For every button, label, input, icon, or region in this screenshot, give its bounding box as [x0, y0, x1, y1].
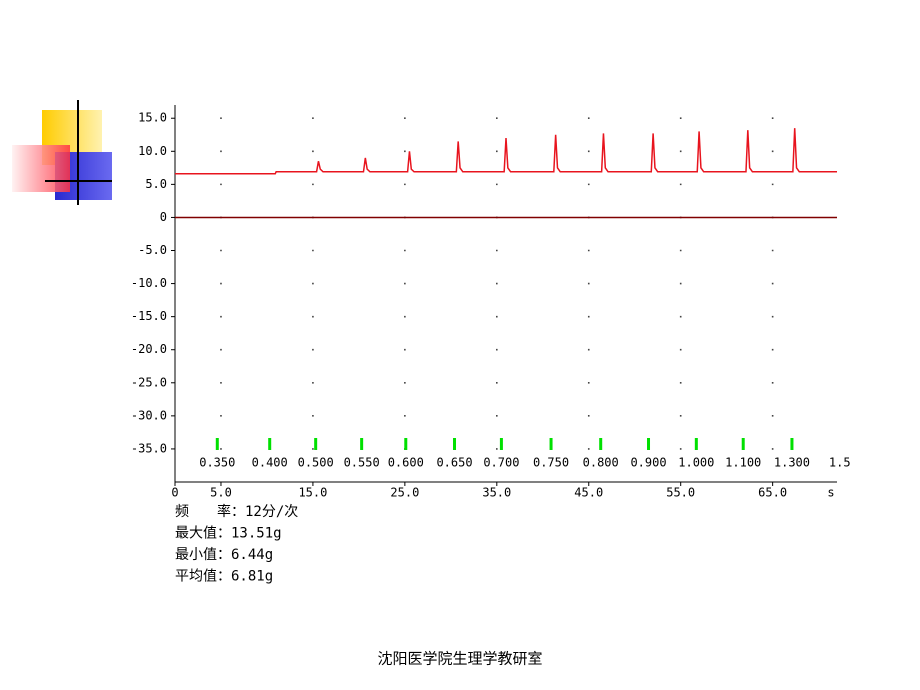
y-tick-label: -35.0 — [131, 441, 167, 455]
event-label: 0.500 — [298, 456, 334, 470]
x-tick-label: 35.0 — [482, 486, 511, 500]
event-marker — [694, 438, 698, 450]
event-label: 1.300 — [774, 456, 810, 470]
grid-line — [496, 117, 498, 450]
event-label: 0.600 — [388, 456, 424, 470]
event-label: 0.800 — [583, 456, 619, 470]
footer: 沈阳医学院生理学教研室 — [377, 649, 542, 667]
event-marker — [599, 438, 603, 450]
x-tick-label: 65.0 — [758, 486, 787, 500]
event-label: 0.550 — [344, 456, 380, 470]
event-marker — [741, 438, 745, 450]
event-marker — [549, 438, 553, 450]
x-tick-label: 55.0 — [666, 486, 695, 500]
event-marker — [790, 438, 794, 450]
event-marker — [215, 438, 219, 450]
stat-line: 最大值：13.51g — [175, 526, 282, 542]
y-tick-label: -25.0 — [131, 375, 167, 389]
y-tick-label: -15.0 — [131, 309, 167, 323]
grid-line — [404, 117, 406, 450]
y-tick-label: 5.0 — [145, 177, 167, 191]
event-label: 1.000 — [678, 456, 714, 470]
grid-line — [679, 117, 682, 450]
x-tick-label: 25.0 — [390, 486, 419, 500]
x-axis-label: s — [827, 486, 834, 500]
event-label: 0.650 — [436, 456, 472, 470]
y-tick-label: 10.0 — [138, 144, 167, 158]
decoration — [12, 100, 112, 205]
event-marker — [314, 438, 318, 450]
event-label: 1.5 — [829, 456, 851, 470]
event-marker — [360, 438, 364, 450]
grid-line — [312, 117, 314, 450]
y-tick-label: -20.0 — [131, 342, 167, 356]
event-label: 0.400 — [252, 456, 288, 470]
stat-line: 频 率：12分/次 — [175, 503, 298, 520]
x-tick-label: 45.0 — [574, 486, 603, 500]
event-label: 0.900 — [630, 456, 666, 470]
event-marker — [404, 438, 408, 450]
y-tick-label: 15.0 — [138, 111, 167, 125]
event-label: 1.100 — [725, 456, 761, 470]
y-tick-label: -30.0 — [131, 408, 167, 422]
event-label: 0.350 — [199, 456, 235, 470]
event-marker — [499, 438, 503, 450]
grid-line — [771, 117, 774, 450]
event-marker — [453, 438, 457, 450]
y-tick-label: -10.0 — [131, 276, 167, 290]
event-marker — [268, 438, 272, 450]
event-label: 0.700 — [483, 456, 519, 470]
trace — [175, 128, 837, 175]
grid-line — [220, 117, 222, 450]
x-tick-label: 15.0 — [298, 486, 327, 500]
grid-line — [587, 117, 590, 450]
x-tick-label: 0 — [171, 486, 178, 500]
stat-line: 平均值：6.81g — [175, 569, 273, 585]
event-marker — [647, 438, 651, 450]
event-label: 0.750 — [533, 456, 569, 470]
stat-line: 最小值：6.44g — [175, 547, 273, 563]
y-tick-label: -5.0 — [138, 243, 167, 257]
y-tick-label: 0 — [160, 210, 167, 224]
x-tick-label: 5.0 — [210, 486, 232, 500]
